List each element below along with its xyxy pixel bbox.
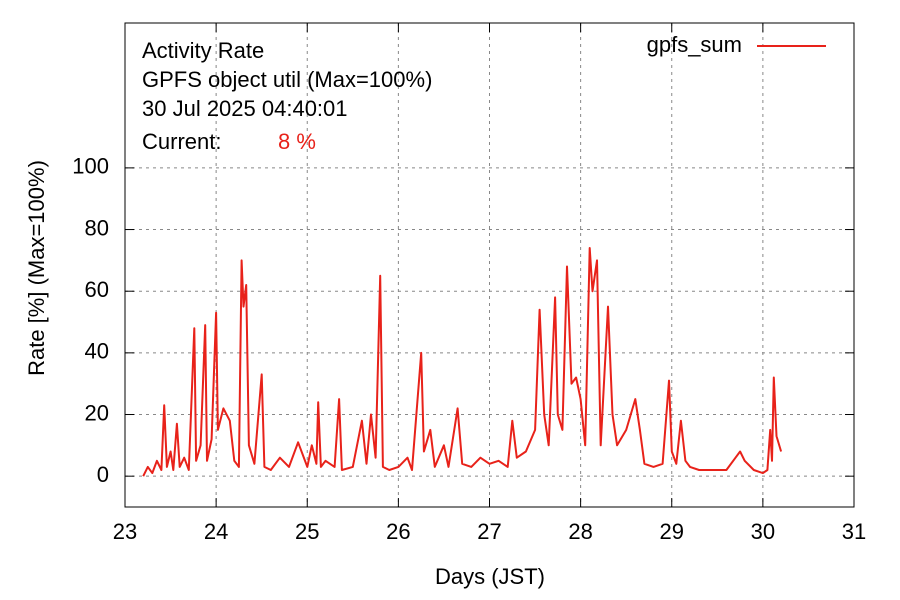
x-tick-label: 25 <box>295 519 319 544</box>
x-tick-label: 26 <box>386 519 410 544</box>
y-tick-label: 40 <box>85 339 109 364</box>
annotation: GPFS object util (Max=100%) <box>142 67 432 92</box>
x-tick-label: 30 <box>751 519 775 544</box>
data-line <box>142 247 783 477</box>
y-tick-label: 20 <box>85 400 109 425</box>
x-tick-label: 24 <box>204 519 228 544</box>
y-tick-label: 0 <box>97 462 109 487</box>
y-tick-label: 80 <box>85 215 109 240</box>
x-tick-label: 28 <box>568 519 592 544</box>
y-tick-label: 60 <box>85 277 109 302</box>
x-tick-label: 29 <box>660 519 684 544</box>
y-axis-label: Rate [%] (Max=100%) <box>24 160 49 376</box>
legend-label: gpfs_sum <box>647 32 742 57</box>
plot-area <box>142 247 783 477</box>
annotation: Activity Rate <box>142 38 264 63</box>
x-tick-label: 23 <box>113 519 137 544</box>
annotation: Current: <box>142 129 221 154</box>
x-axis-label: Days (JST) <box>435 564 545 589</box>
annotation-current: 8 % <box>278 129 316 154</box>
y-tick-label: 100 <box>72 154 109 179</box>
x-tick-label: 27 <box>477 519 501 544</box>
annotation: 30 Jul 2025 04:40:01 <box>142 96 348 121</box>
x-tick-label: 31 <box>842 519 866 544</box>
